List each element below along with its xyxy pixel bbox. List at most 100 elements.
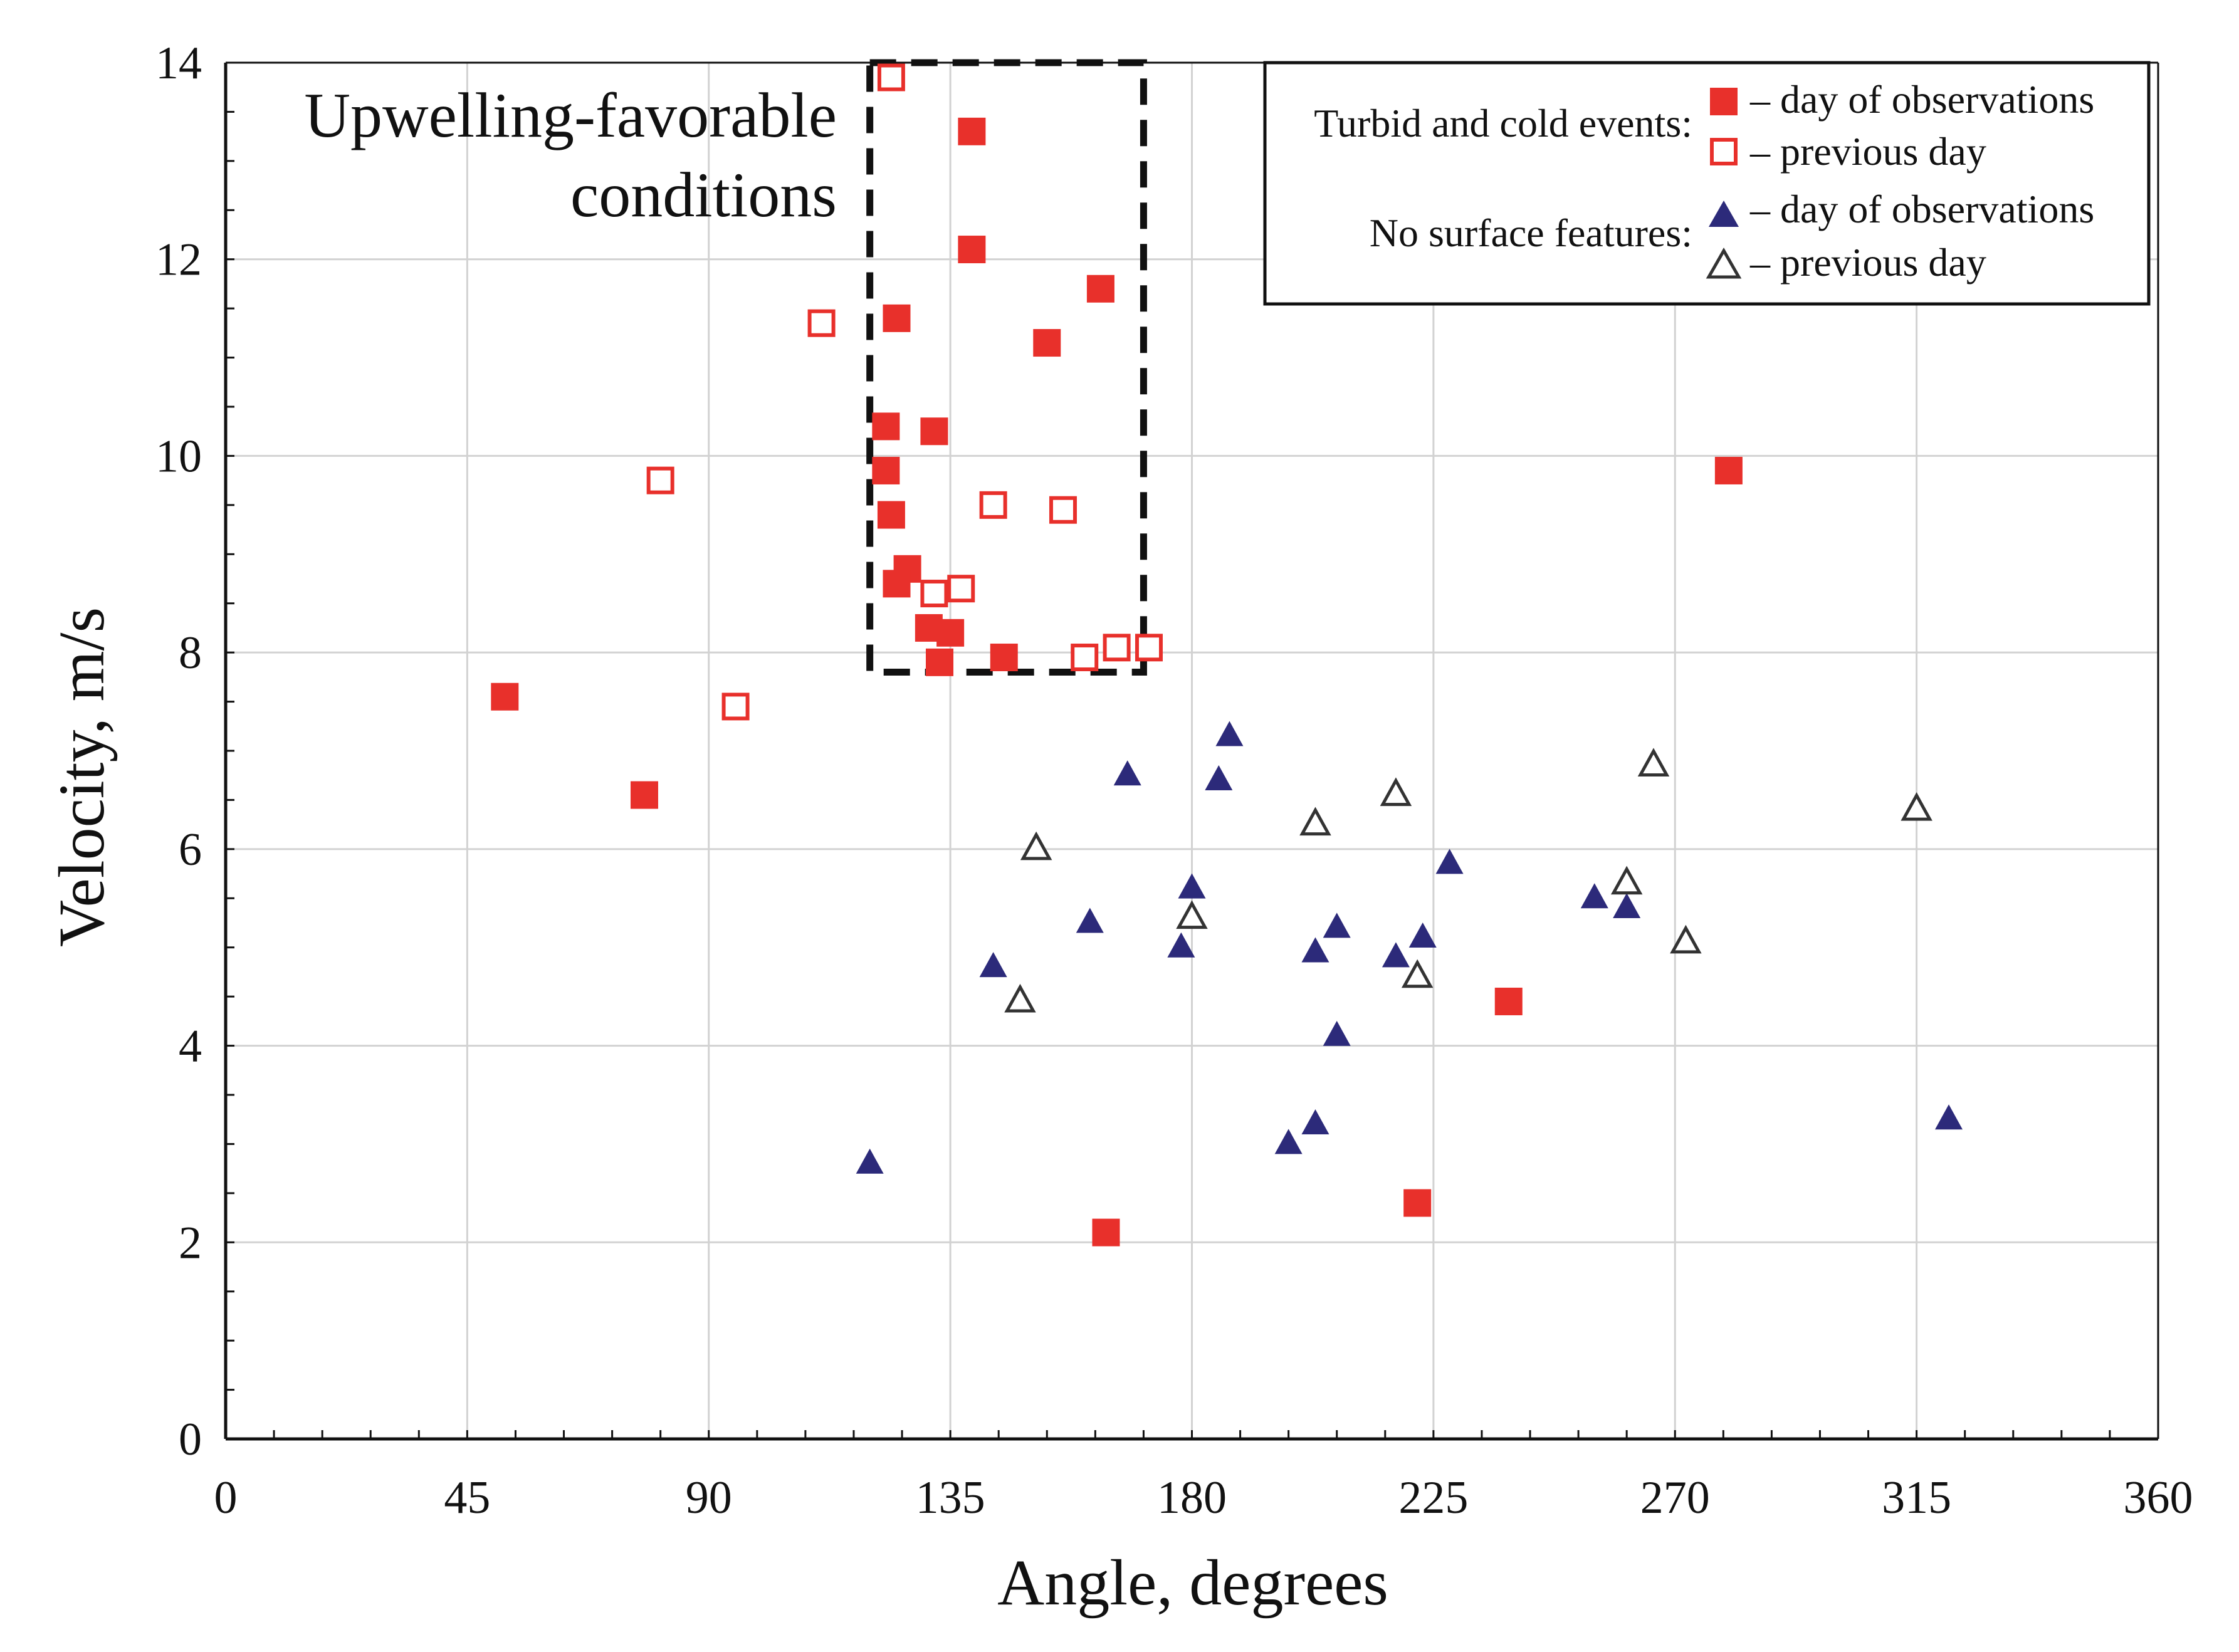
y-tick-label-0: 0: [179, 1414, 202, 1465]
point-no-surface-features-previous-day: [1020, 831, 1052, 860]
legend-entry-nosurface-prev: – previous day: [1749, 240, 1986, 285]
x-tick-label-315: 315: [1882, 1472, 1951, 1524]
point-no-surface-features-day-of-observations: [1435, 849, 1464, 874]
point-no-surface-features-day-of-observations: [1274, 1129, 1303, 1154]
annotation-line-2: conditions: [570, 160, 837, 231]
upwelling-region-box: [866, 59, 1147, 676]
x-tick-label-225: 225: [1398, 1472, 1468, 1524]
x-tick-label-0: 0: [214, 1472, 238, 1524]
point-no-surface-features-day-of-observations: [1215, 721, 1244, 746]
point-turbid-and-cold-events-day-of-observations: [630, 781, 658, 809]
point-turbid-and-cold-events-previous-day: [1135, 634, 1163, 662]
point-no-surface-features-day-of-observations: [1076, 907, 1104, 933]
legend-marker-turbid-day: [1710, 88, 1738, 115]
point-turbid-and-cold-events-day-of-observations: [491, 682, 519, 711]
point-no-surface-features-previous-day: [1637, 748, 1670, 777]
point-no-surface-features-day-of-observations: [1301, 937, 1329, 963]
series-turbid-and-cold-events-previous-day: [646, 63, 1163, 721]
annotation-line-1: Upwelling-favorable: [304, 80, 837, 151]
point-no-surface-features-day-of-observations: [1323, 1020, 1351, 1046]
point-no-surface-features-day-of-observations: [1205, 765, 1233, 791]
point-turbid-and-cold-events-day-of-observations: [1494, 987, 1523, 1015]
legend-group-turbid-label: Turbid and cold events:: [1314, 101, 1692, 145]
point-no-surface-features-day-of-observations: [1323, 912, 1351, 938]
legend-box: [1263, 61, 2151, 306]
point-no-surface-features-day-of-observations: [1113, 760, 1141, 786]
data-points: [491, 63, 1963, 1247]
point-turbid-and-cold-events-previous-day: [646, 466, 674, 494]
point-turbid-and-cold-events-day-of-observations: [990, 643, 1018, 671]
y-tick-label-2: 2: [179, 1217, 202, 1268]
point-no-surface-features-day-of-observations: [979, 952, 1007, 978]
point-turbid-and-cold-events-day-of-observations: [872, 456, 900, 484]
point-no-surface-features-day-of-observations: [856, 1148, 884, 1174]
point-turbid-and-cold-events-previous-day: [721, 693, 750, 721]
point-no-surface-features-previous-day: [1380, 777, 1412, 807]
point-turbid-and-cold-events-previous-day: [1071, 643, 1099, 671]
point-no-surface-features-day-of-observations: [1613, 892, 1641, 918]
x-tick-label-270: 270: [1640, 1472, 1710, 1524]
point-no-surface-features-previous-day: [1670, 924, 1702, 954]
point-turbid-and-cold-events-previous-day: [877, 63, 905, 91]
point-turbid-and-cold-events-previous-day: [807, 309, 836, 337]
x-tick-label-135: 135: [916, 1472, 985, 1524]
point-no-surface-features-previous-day: [1610, 865, 1643, 895]
legend: Turbid and cold events: – day of observa…: [1263, 61, 2151, 306]
point-no-surface-features-day-of-observations: [1408, 923, 1437, 948]
point-no-surface-features-day-of-observations: [1935, 1104, 1963, 1130]
series-no-surface-features-day-of-observations: [856, 721, 1963, 1174]
x-tick-label-180: 180: [1157, 1472, 1227, 1524]
y-tick-label-6: 6: [179, 824, 202, 876]
series-turbid-and-cold-events-day-of-observations: [491, 117, 1743, 1247]
x-tick-label-90: 90: [686, 1472, 732, 1524]
legend-entry-turbid-day: – day of observations: [1749, 77, 2094, 122]
point-no-surface-features-day-of-observations: [1178, 873, 1206, 899]
series-no-surface-features-previous-day: [1004, 748, 1932, 1013]
point-no-surface-features-day-of-observations: [1301, 1109, 1329, 1135]
point-turbid-and-cold-events-day-of-observations: [1714, 456, 1743, 484]
point-turbid-and-cold-events-day-of-observations: [1086, 274, 1114, 303]
y-axis-title: Velocity, m/s: [46, 607, 118, 947]
tick-labels: 0 45 90 135 180 225 270 315 360 0 2 4 6 8 10 12 14: [155, 38, 2193, 1524]
point-no-surface-features-day-of-observations: [1382, 942, 1410, 968]
point-turbid-and-cold-events-previous-day: [947, 575, 975, 603]
point-turbid-and-cold-events-day-of-observations: [1033, 329, 1061, 357]
legend-marker-turbid-prev: [1710, 138, 1738, 165]
point-no-surface-features-previous-day: [1901, 792, 1932, 821]
point-turbid-and-cold-events-previous-day: [920, 580, 948, 608]
y-tick-label-10: 10: [155, 431, 202, 482]
point-turbid-and-cold-events-previous-day: [979, 491, 1007, 519]
point-no-surface-features-previous-day: [1176, 900, 1208, 929]
point-no-surface-features-day-of-observations: [1580, 883, 1608, 909]
y-tick-label-4: 4: [179, 1021, 202, 1072]
point-turbid-and-cold-events-day-of-observations: [925, 648, 953, 676]
legend-marker-nosurface-prev: [1706, 247, 1742, 279]
legend-group-nosurface-label: No surface features:: [1370, 211, 1692, 255]
point-turbid-and-cold-events-day-of-observations: [1092, 1218, 1120, 1247]
point-turbid-and-cold-events-day-of-observations: [958, 117, 986, 145]
x-axis-title: Angle, degrees: [997, 1547, 1388, 1619]
legend-entry-nosurface-day: – day of observations: [1749, 187, 2094, 231]
point-turbid-and-cold-events-day-of-observations: [1403, 1189, 1432, 1217]
y-tick-label-14: 14: [155, 38, 202, 89]
y-tick-label-8: 8: [179, 627, 202, 679]
y-tick-label-12: 12: [155, 234, 202, 286]
point-turbid-and-cold-events-day-of-observations: [958, 236, 986, 264]
point-no-surface-features-previous-day: [1401, 959, 1434, 988]
x-tick-label-45: 45: [444, 1472, 490, 1524]
point-turbid-and-cold-events-day-of-observations: [936, 619, 965, 647]
point-turbid-and-cold-events-day-of-observations: [920, 417, 948, 446]
point-turbid-and-cold-events-previous-day: [1049, 496, 1077, 524]
point-turbid-and-cold-events-day-of-observations: [877, 501, 905, 529]
point-turbid-and-cold-events-day-of-observations: [883, 570, 911, 598]
legend-entry-turbid-prev: – previous day: [1749, 129, 1986, 174]
point-no-surface-features-day-of-observations: [1167, 932, 1195, 958]
point-no-surface-features-previous-day: [1004, 983, 1036, 1013]
point-turbid-and-cold-events-previous-day: [1103, 634, 1131, 662]
legend-marker-nosurface-day: [1709, 201, 1739, 227]
x-tick-label-360: 360: [2124, 1472, 2193, 1524]
point-turbid-and-cold-events-day-of-observations: [883, 304, 911, 332]
point-turbid-and-cold-events-day-of-observations: [872, 412, 900, 441]
point-no-surface-features-previous-day: [1299, 807, 1331, 836]
